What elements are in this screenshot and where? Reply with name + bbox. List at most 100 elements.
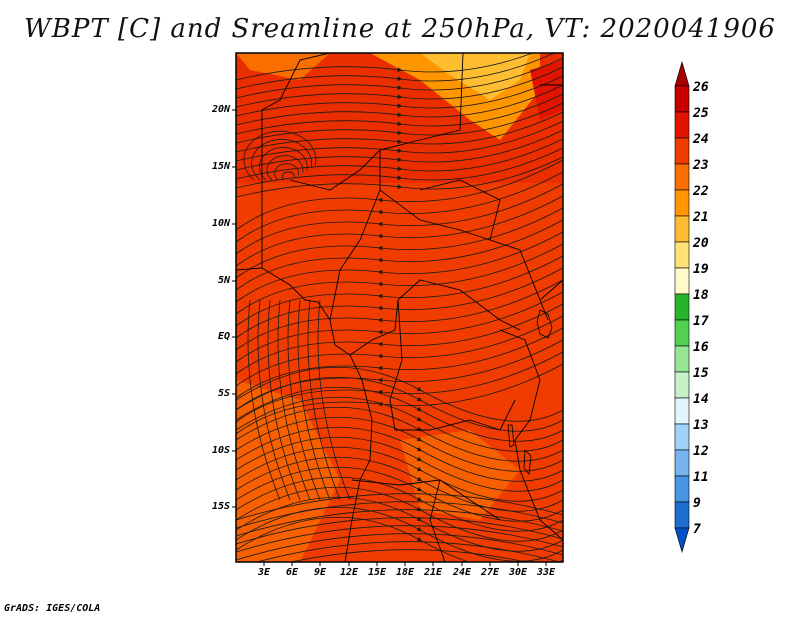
- lat-label-15s: 15S: [211, 501, 230, 512]
- colorbar-label: 20: [693, 236, 709, 251]
- colorbar-swatch: [674, 501, 690, 529]
- streamline: [236, 279, 563, 351]
- colorbar-label: 7: [693, 522, 701, 537]
- lon-label-18e: 18E: [395, 567, 415, 578]
- streamline: [281, 171, 295, 181]
- streamline: [267, 299, 301, 501]
- colorbar-swatch: [674, 267, 690, 295]
- streamline: [236, 53, 556, 90]
- streamline: [236, 339, 563, 411]
- streamline: [236, 243, 563, 315]
- streamline: [236, 386, 563, 442]
- grads-credit: GrADS: IGES/COLA: [4, 603, 101, 614]
- streamline: [236, 267, 563, 339]
- streamline: [236, 363, 563, 435]
- streamline: [236, 376, 563, 432]
- lat-label-20n: 20N: [211, 104, 230, 115]
- streamline: [236, 509, 563, 537]
- lakes: [507, 309, 553, 475]
- colorbar-swatch: [674, 475, 690, 503]
- streamline: [236, 396, 563, 452]
- streamline: [236, 496, 563, 552]
- streamline: [236, 533, 563, 561]
- axis-ticks: [232, 109, 547, 566]
- streamline: [236, 516, 563, 562]
- streamlines: [236, 53, 563, 562]
- streamline: [236, 446, 563, 502]
- lon-label-21e: 21E: [423, 567, 443, 578]
- streamline: [236, 501, 563, 529]
- streamline: [236, 255, 563, 327]
- streamline: [236, 93, 563, 135]
- colorbar-label: 18: [693, 288, 709, 303]
- colorbar-swatch: [674, 371, 690, 399]
- lon-label-6e: 6E: [285, 567, 299, 578]
- streamline: [236, 231, 563, 303]
- colorbar-swatch: [674, 345, 690, 373]
- streamline: [317, 299, 351, 501]
- colorbar-swatch: [674, 241, 690, 269]
- streamline: [236, 291, 563, 363]
- streamline: [236, 506, 563, 562]
- streamline: [236, 466, 563, 522]
- colorbar-label: 21: [693, 210, 709, 225]
- streamline: [236, 426, 563, 482]
- streamline: [251, 138, 312, 181]
- colorbar-bottom-arrow: [674, 527, 690, 554]
- streamline: [236, 159, 563, 231]
- streamline: [236, 84, 563, 126]
- streamline: [236, 183, 563, 255]
- streamline: [297, 299, 331, 501]
- colorbar-swatch: [674, 137, 690, 165]
- streamline: [236, 53, 534, 81]
- lat-label-10n: 10N: [211, 218, 230, 229]
- colorbar-swatch: [674, 215, 690, 243]
- colorbar-label: 16: [693, 340, 709, 355]
- colorbar-label: 15: [693, 366, 709, 381]
- lon-label-30e: 30E: [508, 567, 528, 578]
- colorbar-swatch: [674, 85, 690, 113]
- colorbar-swatch: [674, 423, 690, 451]
- streamline: [236, 351, 563, 423]
- streamline: [236, 327, 563, 399]
- streamline: [266, 155, 304, 181]
- colorbar-swatch: [674, 111, 690, 139]
- lat-label-eq: EQ: [217, 331, 230, 342]
- streamline: [236, 207, 563, 279]
- colorbar-label: 9: [693, 496, 701, 511]
- colorbar-label: 19: [693, 262, 709, 277]
- streamline: [277, 299, 311, 501]
- colorbar-swatch: [674, 163, 690, 191]
- colorbar-label: 26: [693, 80, 709, 95]
- colorbar-label: 11: [693, 470, 709, 485]
- streamline: [236, 138, 563, 180]
- streamline: [236, 493, 563, 521]
- streamline: [247, 299, 281, 501]
- streamline: [236, 525, 563, 553]
- country-borders: [236, 53, 563, 562]
- streamline: [287, 299, 321, 501]
- streamline: [236, 456, 563, 512]
- colorbar: [674, 60, 690, 554]
- streamline: [236, 303, 563, 375]
- lon-label-15e: 15E: [367, 567, 387, 578]
- streamline: [236, 219, 563, 291]
- lon-label-33e: 33E: [536, 567, 556, 578]
- streamline: [236, 66, 563, 108]
- streamline: [255, 541, 561, 562]
- streamline: [236, 517, 563, 545]
- lat-label-10s: 10S: [211, 445, 230, 456]
- streamline: [236, 156, 563, 198]
- streamline: [236, 171, 563, 243]
- streamline: [236, 315, 563, 387]
- colorbar-swatch: [674, 449, 690, 477]
- streamline: [236, 195, 563, 267]
- streamline: [236, 75, 563, 117]
- streamline: [307, 299, 341, 501]
- lon-label-24e: 24E: [452, 567, 472, 578]
- streamline: [257, 299, 291, 501]
- lon-label-3e: 3E: [257, 567, 271, 578]
- colorbar-label: 24: [693, 132, 709, 147]
- map-frame: [235, 52, 564, 563]
